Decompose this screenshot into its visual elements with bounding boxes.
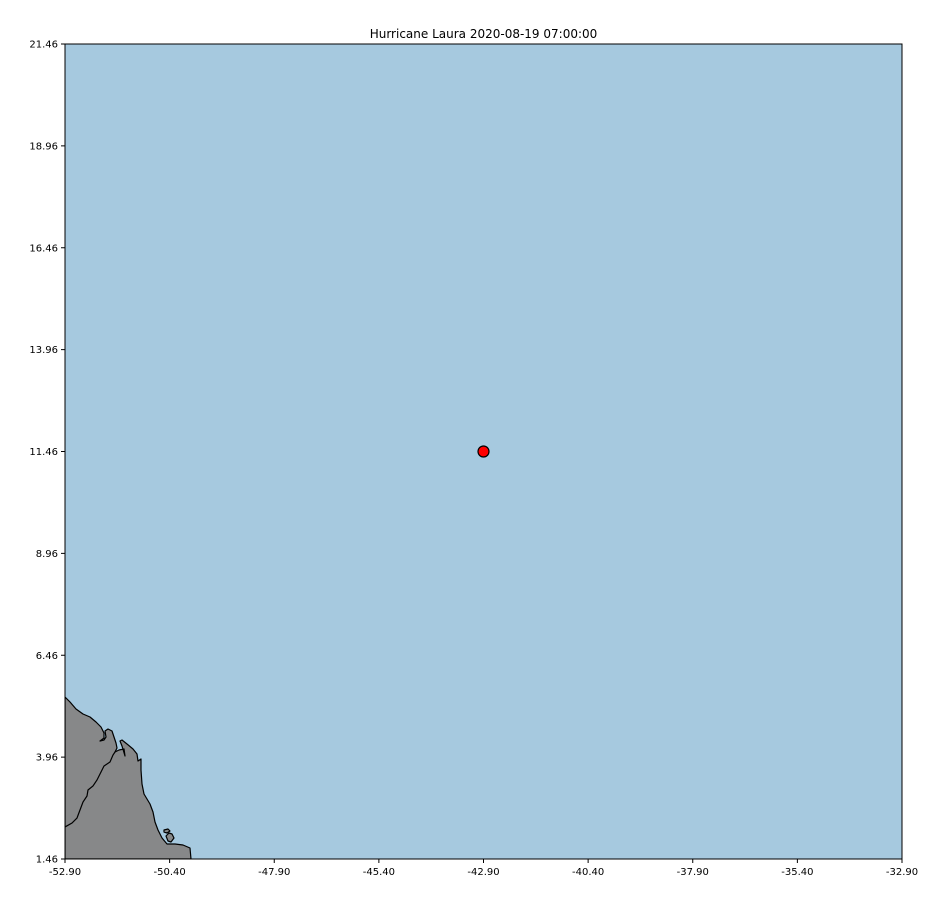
y-tick-label: 13.96 [29, 345, 58, 356]
x-tick-label: -45.40 [363, 867, 395, 878]
land-group [65, 696, 192, 859]
x-tick-label: -37.90 [677, 867, 709, 878]
land-island [163, 828, 171, 834]
x-tick-label: -52.90 [49, 867, 81, 878]
y-tick-label: 16.46 [29, 243, 58, 254]
land-mainland [65, 696, 192, 859]
x-tick-label: -32.90 [886, 867, 918, 878]
x-axis-ticks: -52.90 -50.40 -47.90 -45.40 -42.90 -40.40 -37.… [49, 859, 918, 878]
y-tick-label: 18.96 [29, 141, 58, 152]
storm-position-marker [477, 445, 490, 458]
y-tick-label: 11.46 [29, 447, 58, 458]
y-tick-label: 1.46 [36, 855, 58, 866]
y-tick-label: 21.46 [29, 40, 58, 51]
land-inner-coastline [65, 751, 116, 828]
y-tick-label: 8.96 [36, 549, 58, 560]
x-tick-label: -35.40 [781, 867, 813, 878]
y-tick-label: 3.96 [36, 753, 58, 764]
x-tick-label: -47.90 [258, 867, 290, 878]
x-tick-label: -40.40 [572, 867, 604, 878]
x-tick-label: -42.90 [467, 867, 499, 878]
plot-title: Hurricane Laura 2020-08-19 07:00:00 [369, 27, 598, 41]
y-tick-label: 6.46 [36, 651, 58, 662]
x-tick-label: -50.40 [154, 867, 186, 878]
y-axis-ticks: 1.46 3.96 6.46 8.96 11.46 13.96 16.46 18.96 21.4… [29, 40, 65, 866]
land-island [165, 832, 175, 843]
